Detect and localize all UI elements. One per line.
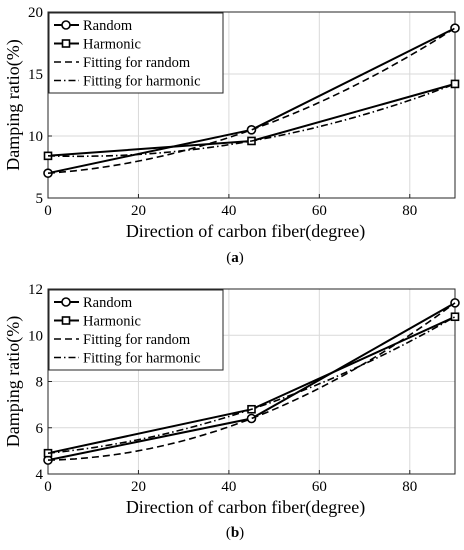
legend-entry-label: Random [83,18,133,34]
data-point-circle [246,413,257,424]
x-axis-title: Direction of carbon fiber(degree) [126,497,365,518]
series-group [43,298,460,465]
panel-label-close: ) [239,525,244,541]
legend-entry-label: Harmonic [83,37,141,53]
y-tick-label: 6 [36,421,44,437]
x-tick-label: 20 [131,203,146,219]
legend-entry-label: Fitting for harmonic [83,74,201,90]
data-point-square [450,312,460,322]
legend-marker-square [61,39,71,48]
y-tick-label: 12 [28,282,43,298]
legend-marker-circle [61,20,71,30]
legend-entry-label: Fitting for random [83,332,191,348]
series-line-dashdot [47,316,456,454]
y-tick-label: 15 [28,67,43,83]
x-axis-title: Direction of carbon fiber(degree) [126,221,365,242]
y-tick-label: 20 [28,5,43,21]
y-tick-label: 5 [36,191,44,207]
legend-box [48,289,224,371]
y-axis-title: Damping ratio(%) [3,316,24,447]
legend-marker-circle [61,297,71,307]
chart-panel: 0 20 40 60 80 4 6 8 10 12 Direction of carbon fibe… [3,282,460,541]
panel-label-letter: a [231,250,239,266]
panel-label: (a) [226,250,244,266]
legend-marker-square [61,316,71,325]
legend-entry-label: Harmonic [83,314,141,330]
series-line-dashed [47,27,456,174]
panel-label-close: ) [239,250,244,266]
x-tick-label: 80 [402,203,417,219]
x-tick-label: 0 [44,479,52,495]
plot-frame [47,11,456,199]
data-point-circle [246,125,257,135]
x-tick-label: 80 [402,479,417,495]
panel-label-letter: b [231,525,239,541]
panel-label-open: ( [226,250,231,266]
y-tick-label: 4 [36,467,44,483]
series-group [43,23,460,178]
y-axis-title: Damping ratio(%) [3,39,24,170]
legend-entry-label: Fitting for harmonic [83,351,201,367]
x-tick-label: 60 [312,203,327,219]
y-tick-label: 10 [28,328,43,344]
legend-box [48,12,224,94]
chart-panel: 0 20 40 60 80 5 10 15 20 Direction of carbon fibe… [3,5,460,266]
legend: Random Harmonic Fitting for random Fitting … [48,12,224,94]
x-tick-label: 60 [312,479,327,495]
legend: Random Harmonic Fitting for random Fitting … [48,289,224,371]
panel-label-open: ( [226,525,231,541]
data-point-circle [450,23,460,33]
y-tick-label: 8 [36,375,44,391]
legend-entry-label: Fitting for random [83,55,191,71]
y-tick-label: 10 [28,129,43,145]
x-tick-label: 40 [221,203,236,219]
x-tick-label: 20 [131,479,146,495]
series-line-dashed [47,302,456,461]
x-tick-label: 40 [221,479,236,495]
x-tick-label: 0 [44,203,52,219]
panel-label: (b) [226,525,244,541]
legend-entry-label: Random [83,295,133,311]
series-line-dashdot [47,83,456,158]
data-point-circle [450,298,460,308]
